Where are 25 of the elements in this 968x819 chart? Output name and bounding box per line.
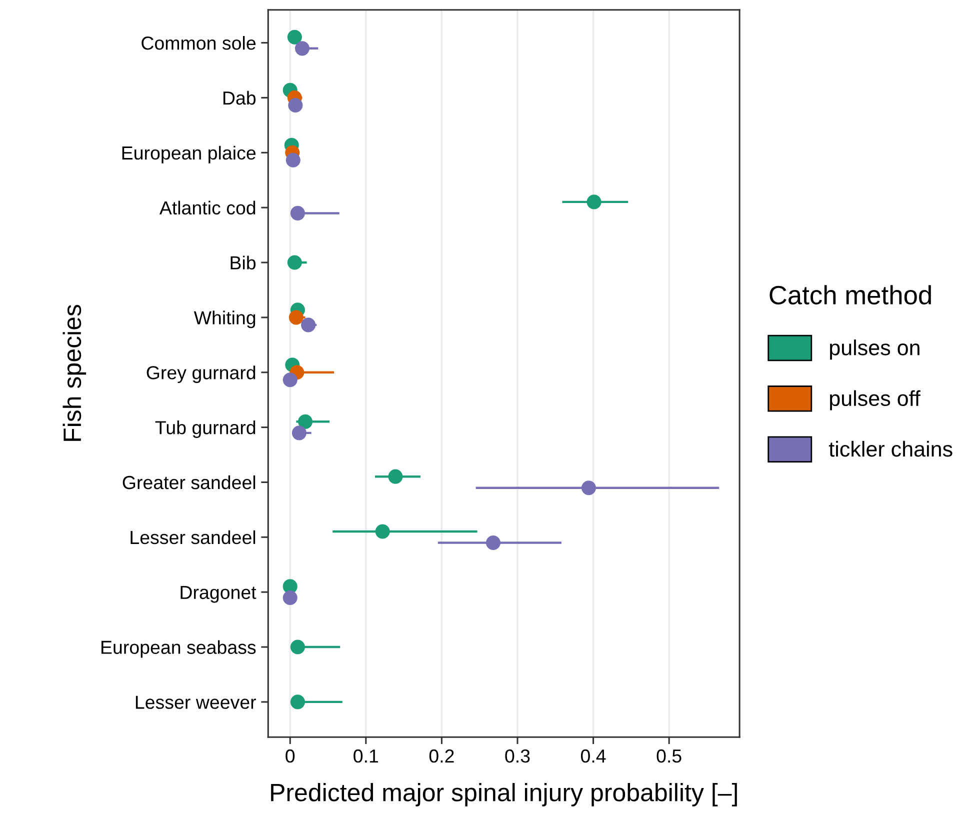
x-axis-title: Predicted major spinal injury probability [–] bbox=[271, 783, 737, 806]
legend-label: pulses off bbox=[830, 390, 920, 410]
legend-label: pulses on bbox=[830, 340, 920, 360]
y-tick-label: Tub gurnard bbox=[155, 420, 256, 438]
x-tick-label: 0.2 bbox=[429, 749, 454, 763]
legend-title: Catch method bbox=[770, 285, 931, 304]
y-tick-label: Dab bbox=[223, 90, 256, 105]
y-tick-label: Dragonet bbox=[180, 586, 256, 603]
y-tick-label: European plaice bbox=[122, 146, 256, 164]
y-tick-label: Lesser sandeel bbox=[130, 530, 256, 544]
y-tick-label: Whiting bbox=[194, 310, 256, 328]
y-tick-label: European seabass bbox=[102, 640, 256, 658]
y-tick-label: Bib bbox=[230, 256, 256, 270]
x-tick-label: 0 bbox=[286, 749, 295, 763]
y-tick-label: Grey gurnard bbox=[146, 366, 256, 384]
y-tick-label: Common sole bbox=[142, 36, 256, 50]
y-tick-label: Greater sandeel bbox=[122, 475, 256, 490]
x-tick-label: 0.3 bbox=[505, 749, 530, 763]
x-tick-label: 0.1 bbox=[354, 749, 378, 763]
x-tick-label: 0.5 bbox=[656, 749, 682, 763]
x-tick-label: 0.4 bbox=[580, 749, 606, 763]
y-tick-label: Atlantic cod bbox=[159, 200, 256, 215]
y-axis-title: Fish species bbox=[62, 304, 86, 441]
legend-label: tickler chains bbox=[828, 440, 952, 457]
y-tick-label: Lesser weever bbox=[136, 696, 256, 709]
